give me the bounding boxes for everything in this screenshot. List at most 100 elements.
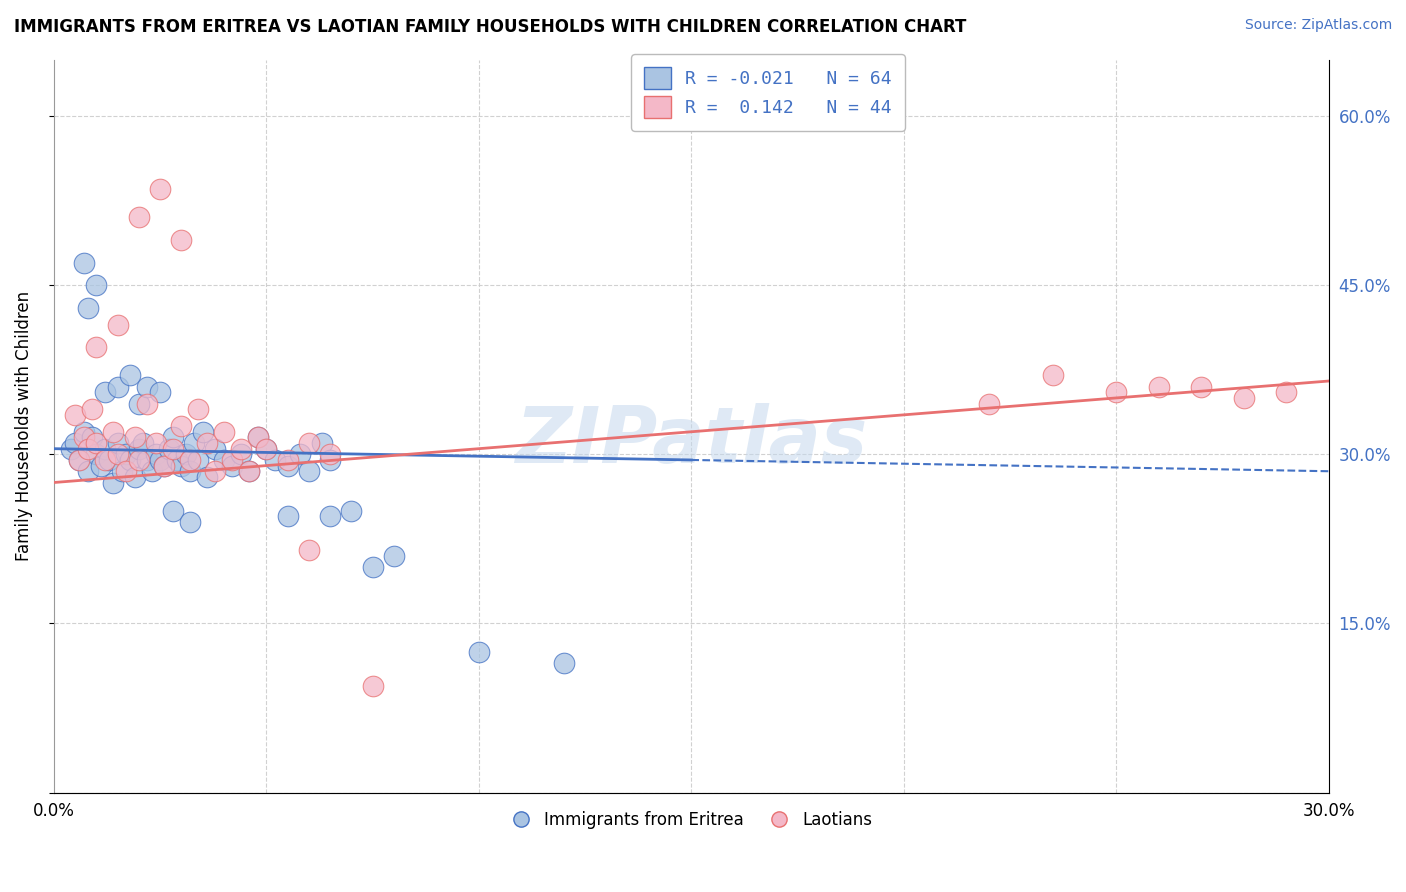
- Point: [246, 430, 269, 444]
- Point: [63, 436, 86, 450]
- Point: [183, 436, 205, 450]
- Point: [72, 425, 94, 439]
- Point: [195, 470, 218, 484]
- Legend: Immigrants from Eritrea, Laotians: Immigrants from Eritrea, Laotians: [503, 805, 879, 836]
- Point: [90, 458, 112, 473]
- Point: [136, 379, 159, 393]
- Point: [187, 453, 209, 467]
- Point: [72, 255, 94, 269]
- Point: [124, 430, 146, 444]
- Point: [107, 318, 129, 332]
- Point: [361, 679, 384, 693]
- Point: [298, 543, 321, 558]
- Point: [229, 447, 252, 461]
- Point: [1105, 385, 1128, 400]
- Point: [277, 458, 299, 473]
- Point: [166, 453, 188, 467]
- Point: [72, 430, 94, 444]
- Point: [162, 430, 184, 444]
- Point: [86, 436, 108, 450]
- Point: [128, 453, 150, 467]
- Point: [468, 645, 491, 659]
- Point: [162, 442, 184, 456]
- Point: [107, 447, 129, 461]
- Point: [238, 464, 260, 478]
- Point: [76, 464, 98, 478]
- Point: [149, 453, 172, 467]
- Point: [63, 408, 86, 422]
- Point: [277, 453, 299, 467]
- Point: [124, 470, 146, 484]
- Point: [179, 464, 201, 478]
- Point: [76, 301, 98, 315]
- Point: [67, 453, 90, 467]
- Y-axis label: Family Households with Children: Family Households with Children: [15, 291, 32, 561]
- Point: [80, 402, 103, 417]
- Point: [290, 447, 312, 461]
- Point: [76, 442, 98, 456]
- Text: Source: ZipAtlas.com: Source: ZipAtlas.com: [1244, 18, 1392, 32]
- Point: [170, 233, 193, 247]
- Point: [128, 211, 150, 225]
- Point: [153, 458, 176, 473]
- Point: [136, 396, 159, 410]
- Point: [103, 475, 125, 490]
- Point: [254, 442, 277, 456]
- Point: [107, 379, 129, 393]
- Text: ZIPatlas: ZIPatlas: [515, 403, 868, 479]
- Text: IMMIGRANTS FROM ERITREA VS LAOTIAN FAMILY HOUSEHOLDS WITH CHILDREN CORRELATION C: IMMIGRANTS FROM ERITREA VS LAOTIAN FAMIL…: [14, 18, 966, 36]
- Point: [179, 453, 201, 467]
- Point: [120, 368, 142, 383]
- Point: [132, 436, 155, 450]
- Point: [263, 453, 285, 467]
- Point: [298, 464, 321, 478]
- Point: [277, 509, 299, 524]
- Point: [103, 425, 125, 439]
- Point: [149, 182, 172, 196]
- Point: [170, 458, 193, 473]
- Point: [319, 453, 342, 467]
- Point: [382, 549, 405, 563]
- Point: [246, 430, 269, 444]
- Point: [145, 447, 167, 461]
- Point: [553, 656, 575, 670]
- Point: [1233, 391, 1256, 405]
- Point: [111, 464, 134, 478]
- Point: [86, 278, 108, 293]
- Point: [94, 385, 117, 400]
- Point: [59, 442, 82, 456]
- Point: [254, 442, 277, 456]
- Point: [107, 436, 129, 450]
- Point: [238, 464, 260, 478]
- Point: [115, 464, 138, 478]
- Point: [120, 453, 142, 467]
- Point: [115, 447, 138, 461]
- Point: [145, 436, 167, 450]
- Point: [340, 504, 363, 518]
- Point: [128, 442, 150, 456]
- Point: [98, 453, 121, 467]
- Point: [94, 453, 117, 467]
- Point: [162, 504, 184, 518]
- Point: [86, 447, 108, 461]
- Point: [94, 442, 117, 456]
- Point: [170, 419, 193, 434]
- Point: [212, 453, 235, 467]
- Point: [174, 447, 197, 461]
- Point: [153, 458, 176, 473]
- Point: [311, 436, 333, 450]
- Point: [204, 464, 226, 478]
- Point: [212, 425, 235, 439]
- Point: [157, 442, 180, 456]
- Point: [67, 453, 90, 467]
- Point: [221, 458, 243, 473]
- Point: [1275, 385, 1298, 400]
- Point: [361, 560, 384, 574]
- Point: [1042, 368, 1064, 383]
- Point: [195, 436, 218, 450]
- Point: [86, 340, 108, 354]
- Point: [187, 402, 209, 417]
- Point: [136, 453, 159, 467]
- Point: [298, 436, 321, 450]
- Point: [179, 515, 201, 529]
